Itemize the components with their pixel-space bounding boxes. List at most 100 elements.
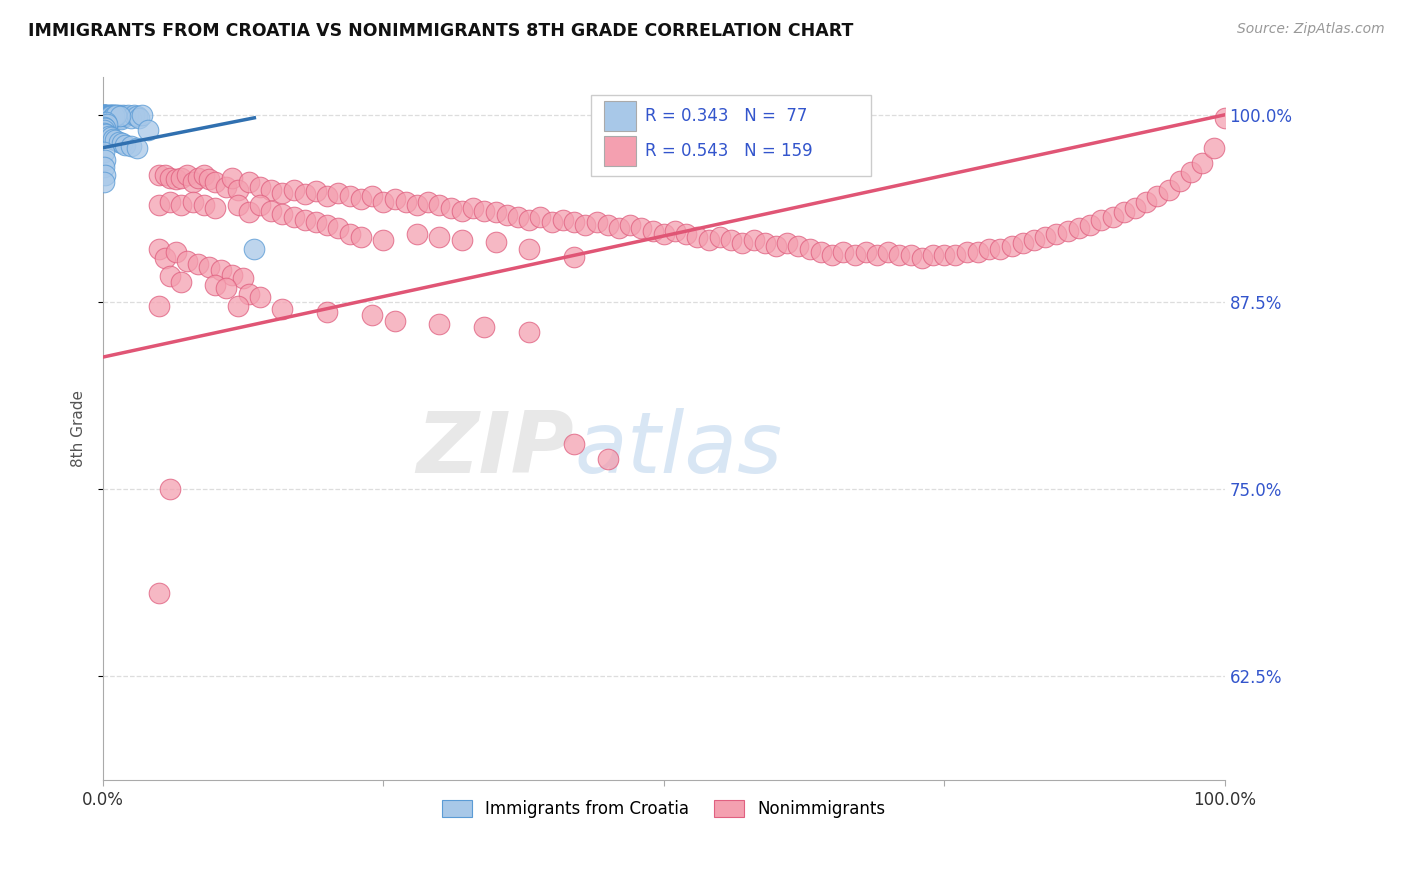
Point xyxy=(94,118,117,132)
Point xyxy=(574,219,596,233)
Point xyxy=(686,230,709,244)
Point xyxy=(664,224,686,238)
Point xyxy=(562,250,585,264)
Point xyxy=(529,210,551,224)
Point xyxy=(96,112,118,127)
Point xyxy=(350,230,373,244)
Point xyxy=(1202,141,1225,155)
Point xyxy=(1022,234,1045,248)
Point xyxy=(316,188,339,202)
Point xyxy=(93,126,115,140)
Point xyxy=(101,108,124,122)
Point xyxy=(96,109,118,123)
Point xyxy=(799,243,821,257)
Point xyxy=(384,192,406,206)
Point xyxy=(967,245,990,260)
Point xyxy=(176,254,198,268)
Point xyxy=(517,243,540,257)
Point xyxy=(103,108,125,122)
Point xyxy=(429,230,451,244)
Point xyxy=(94,109,117,123)
Point xyxy=(101,132,124,146)
Point xyxy=(585,215,607,229)
Point xyxy=(97,111,120,125)
Point xyxy=(96,108,118,122)
Point xyxy=(709,230,731,244)
Point xyxy=(472,203,495,218)
Point xyxy=(148,243,170,257)
Point xyxy=(271,206,294,220)
Point xyxy=(652,227,675,242)
Point xyxy=(125,141,148,155)
Point xyxy=(440,201,463,215)
Point xyxy=(97,128,120,143)
Point xyxy=(176,168,198,182)
Point xyxy=(93,145,115,160)
Point xyxy=(125,109,148,123)
Point xyxy=(124,108,146,122)
Point xyxy=(988,243,1011,257)
Point xyxy=(429,197,451,211)
Point xyxy=(238,287,260,301)
Point xyxy=(120,111,142,125)
Point xyxy=(187,170,209,185)
Point xyxy=(1090,212,1112,227)
Point xyxy=(249,179,271,194)
Point xyxy=(107,108,129,122)
Point xyxy=(1101,210,1123,224)
Point xyxy=(94,113,117,128)
Point xyxy=(395,194,418,209)
Point xyxy=(96,113,118,128)
Point xyxy=(294,187,316,202)
Point xyxy=(117,108,139,122)
Point xyxy=(96,111,118,125)
Point xyxy=(96,117,118,131)
Point xyxy=(1112,205,1135,219)
Point xyxy=(1078,219,1101,233)
Text: IMMIGRANTS FROM CROATIA VS NONIMMIGRANTS 8TH GRADE CORRELATION CHART: IMMIGRANTS FROM CROATIA VS NONIMMIGRANTS… xyxy=(28,22,853,40)
Point xyxy=(517,212,540,227)
Point xyxy=(243,243,266,257)
Bar xyxy=(605,102,636,131)
Point xyxy=(384,314,406,328)
Point xyxy=(1067,221,1090,235)
Point xyxy=(461,201,484,215)
Point xyxy=(100,130,122,145)
Point xyxy=(97,109,120,123)
Point xyxy=(93,111,115,125)
Point xyxy=(249,197,271,211)
Point xyxy=(517,325,540,339)
Point xyxy=(93,108,115,122)
Point xyxy=(1168,173,1191,187)
Point xyxy=(101,108,124,122)
Point xyxy=(765,239,787,253)
Point xyxy=(776,236,799,251)
Point xyxy=(484,235,506,249)
Point xyxy=(96,109,118,123)
Point xyxy=(93,175,115,189)
Point xyxy=(96,112,118,127)
Point xyxy=(1157,183,1180,197)
Point xyxy=(153,168,176,182)
Point xyxy=(96,128,118,142)
Text: R = 0.343   N =  77: R = 0.343 N = 77 xyxy=(645,107,807,125)
Text: Source: ZipAtlas.com: Source: ZipAtlas.com xyxy=(1237,22,1385,37)
Point xyxy=(128,111,150,125)
Point xyxy=(107,109,129,123)
Point xyxy=(148,168,170,182)
Point xyxy=(159,269,181,284)
Point xyxy=(110,112,132,127)
Point xyxy=(93,122,115,136)
Point xyxy=(93,108,115,122)
Point xyxy=(100,108,122,122)
Point xyxy=(98,109,121,123)
Point xyxy=(131,108,153,122)
Point xyxy=(101,109,124,123)
Point xyxy=(93,108,115,122)
Point xyxy=(204,201,226,215)
Point xyxy=(198,172,221,186)
Point xyxy=(221,170,243,185)
Point xyxy=(232,270,254,285)
Point xyxy=(120,139,142,153)
Point xyxy=(911,252,934,266)
